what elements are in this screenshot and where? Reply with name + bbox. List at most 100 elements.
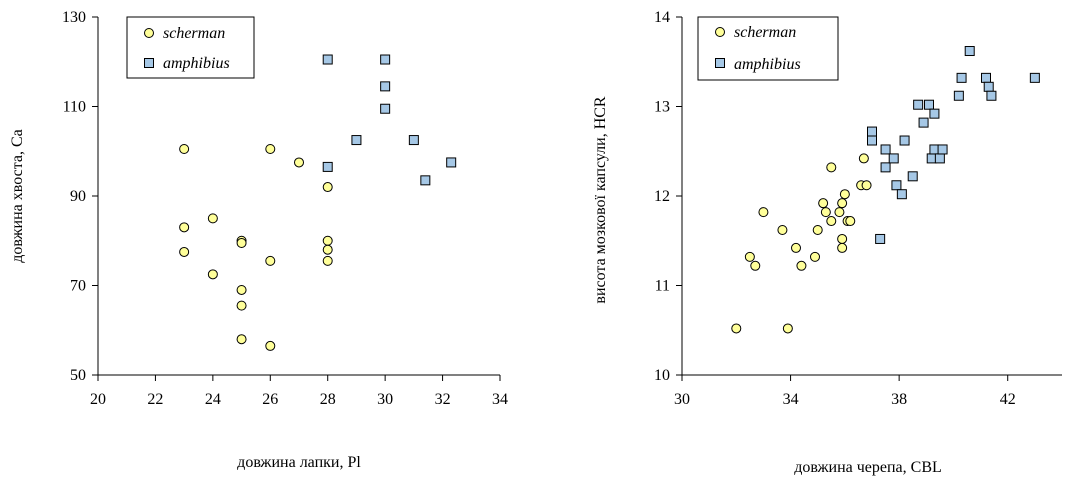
chart-2-point-amphibius — [875, 233, 886, 244]
chart-2-point-scherman — [837, 242, 848, 253]
chart-2-point-amphibius — [983, 81, 994, 92]
chart-1-legend: scherman amphibius — [126, 16, 255, 79]
chart-2-point-amphibius — [913, 99, 924, 110]
chart-1-point-scherman — [179, 222, 190, 233]
chart-1-point-scherman — [294, 157, 304, 168]
chart-2-point-scherman — [782, 323, 793, 334]
chart-1-point-amphibius — [380, 81, 391, 92]
chart-1-point-amphibius — [322, 161, 333, 172]
chart-2-legend-scherman-marker — [715, 27, 725, 37]
chart-1-point-amphibius — [322, 54, 333, 65]
chart-2-y-tick-label: 14 — [654, 9, 670, 26]
chart-2-point-scherman — [826, 216, 837, 227]
chart-2-point-amphibius — [899, 135, 910, 146]
chart-2-y-tick-label: 11 — [655, 278, 670, 295]
chart-1-point-scherman — [322, 255, 333, 266]
chart-2-point-amphibius — [867, 135, 877, 146]
chart-1-points — [179, 54, 457, 351]
chart-1-point-scherman — [236, 284, 247, 295]
chart-2-point-scherman — [837, 198, 848, 209]
chart-2-point-amphibius — [891, 180, 902, 191]
chart-2-point-scherman — [845, 216, 856, 227]
chart-1-point-scherman — [265, 144, 276, 155]
chart-1-point-scherman — [179, 246, 190, 257]
chart-2-x-axis-label: довжина черепа, CBL — [794, 459, 942, 476]
chart-2-point-amphibius — [986, 90, 997, 101]
chart-2-point-scherman — [810, 251, 820, 262]
chart-2-x-tick-label: 34 — [783, 391, 799, 408]
chart-1-point-scherman — [236, 334, 247, 345]
chart-2-point-scherman — [777, 225, 788, 236]
chart-2-y-tick-label: 10 — [654, 367, 670, 384]
chart-2-point-scherman — [818, 198, 829, 209]
chart-2: 30 34 38 42 10 11 12 13 14 довжина черепа, CBL в… — [592, 9, 1062, 476]
chart-1-legend-amphibius-label: amphibius — [163, 55, 230, 72]
chart-1-x-tick-label: 22 — [147, 391, 163, 408]
chart-2-point-amphibius — [907, 171, 918, 182]
chart-2-y-axis-label: висота мозкової капсули, HCR — [592, 96, 609, 304]
chart-1-y-tick-label: 90 — [70, 188, 86, 205]
chart-2-point-scherman — [834, 207, 845, 218]
chart-1-point-scherman — [236, 237, 247, 248]
chart-1-ticks: 20 22 24 26 28 30 32 34 50 70 90 110 130 — [62, 9, 508, 408]
chart-2-point-amphibius — [880, 162, 891, 173]
chart-2-points — [731, 46, 1040, 334]
chart-2-legend-scherman-label: scherman — [734, 24, 796, 41]
chart-2-point-scherman — [791, 242, 801, 253]
chart-1-x-tick-label: 26 — [262, 391, 278, 408]
chart-2-point-amphibius — [964, 46, 975, 57]
chart-1-point-scherman — [265, 255, 276, 266]
chart-2-point-scherman — [731, 323, 742, 334]
chart-2-point-amphibius — [981, 72, 991, 83]
chart-1-point-scherman — [322, 235, 333, 246]
chart-2-y-tick-label: 13 — [654, 99, 670, 116]
chart-1-y-axis-label: довжина хвоста, Ca — [9, 129, 26, 263]
chart-2-point-scherman — [796, 260, 807, 271]
chart-2-ticks: 30 34 38 42 10 11 12 13 14 — [654, 9, 1016, 408]
chart-2-point-amphibius — [888, 153, 899, 164]
chart-1-point-scherman — [207, 213, 218, 224]
chart-1-point-scherman — [322, 244, 333, 255]
chart-1-y-tick-label: 70 — [70, 278, 86, 295]
chart-2-point-amphibius — [924, 99, 934, 110]
chart-1-x-tick-label: 28 — [320, 391, 336, 408]
chart-2-point-scherman — [812, 225, 823, 236]
chart-2-legend-amphibius-label: amphibius — [734, 56, 801, 73]
chart-1-x-axis-label: довжина лапки, Pl — [237, 454, 361, 471]
chart-1-legend-scherman-marker — [144, 28, 154, 38]
chart-1-x-tick-label: 20 — [90, 391, 106, 408]
chart-2-x-tick-label: 42 — [1000, 391, 1016, 408]
chart-1-legend-amphibius-marker — [144, 58, 154, 68]
chart-2-x-tick-label: 30 — [674, 391, 690, 408]
chart-2-point-amphibius — [867, 126, 877, 137]
chart-1-x-tick-label: 24 — [205, 391, 221, 408]
chart-1-point-amphibius — [420, 175, 431, 186]
chart-1-point-scherman — [236, 300, 247, 311]
chart-1-point-scherman — [322, 182, 333, 193]
chart-2-point-amphibius — [937, 144, 948, 155]
chart-2-point-amphibius — [918, 117, 929, 128]
chart-2-point-amphibius — [896, 189, 907, 200]
chart-1-x-tick-label: 30 — [377, 391, 393, 408]
chart-2-point-amphibius — [1029, 72, 1040, 83]
chart-2-point-scherman — [861, 180, 872, 191]
chart-1-point-amphibius — [408, 135, 419, 146]
chart-2-point-scherman — [858, 153, 869, 164]
chart-2-point-scherman — [758, 207, 769, 218]
chart-1-point-scherman — [207, 269, 218, 280]
chart-2-point-scherman — [839, 189, 850, 200]
chart-2-point-amphibius — [880, 144, 891, 155]
chart-2-point-scherman — [750, 260, 761, 271]
chart-2-point-amphibius — [929, 108, 940, 119]
chart-2-point-scherman — [837, 233, 848, 244]
chart-1-point-amphibius — [380, 103, 391, 114]
chart-2-point-amphibius — [956, 72, 967, 83]
chart-2-y-tick-label: 12 — [654, 188, 670, 205]
chart-1-point-amphibius — [351, 135, 362, 146]
chart-1-point-amphibius — [380, 54, 391, 65]
chart-2-point-amphibius — [934, 153, 945, 164]
chart-1-y-tick-label: 50 — [70, 367, 86, 384]
chart-2-point-scherman — [744, 251, 755, 262]
chart-2-x-tick-label: 38 — [891, 391, 907, 408]
chart-2-point-scherman — [826, 162, 837, 173]
